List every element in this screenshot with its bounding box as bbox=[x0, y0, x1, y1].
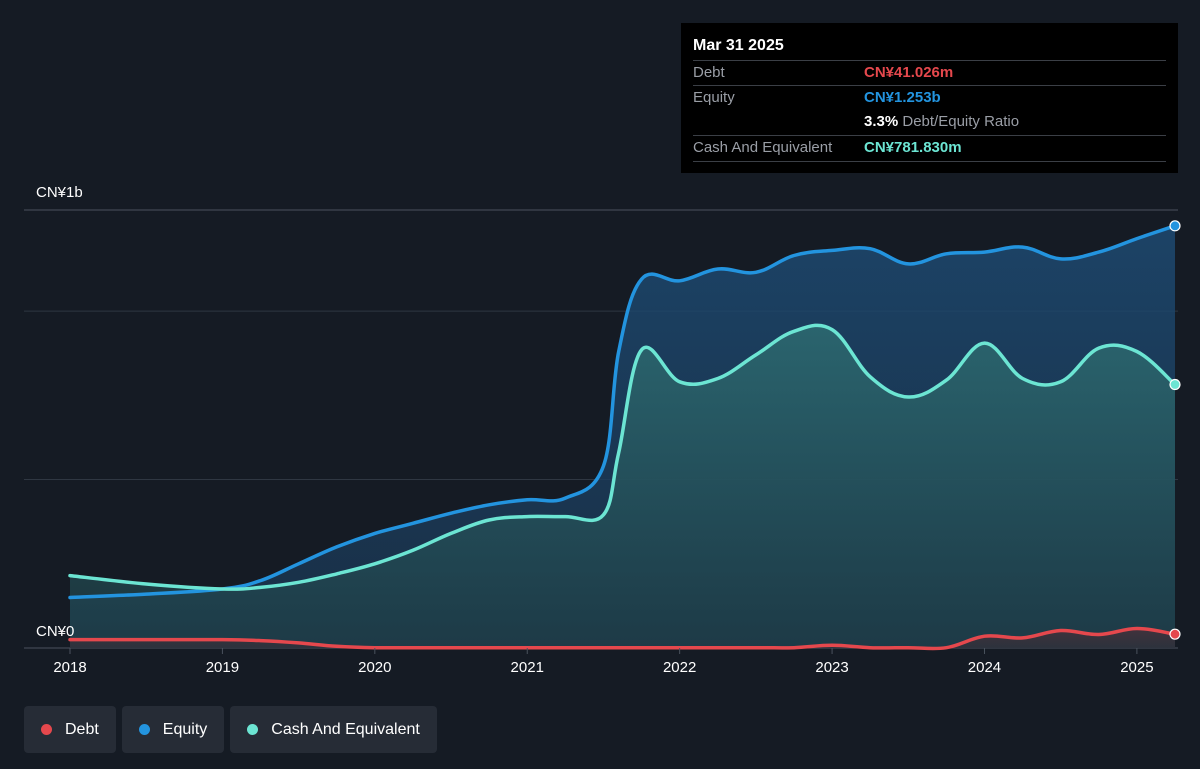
tooltip-debt-value: CN¥41.026m bbox=[864, 64, 954, 81]
x-tick-label: 2019 bbox=[206, 659, 239, 676]
line-debt bbox=[68, 626, 1177, 651]
tooltip-date: Mar 31 2025 bbox=[693, 37, 784, 54]
legend-item-cash[interactable]: Cash And Equivalent bbox=[230, 706, 437, 753]
tooltip-equity-label: Equity bbox=[693, 89, 735, 106]
legend-label-cash: Cash And Equivalent bbox=[271, 720, 420, 738]
point-equity bbox=[1169, 220, 1181, 232]
y-tick-label: CN¥0 bbox=[36, 623, 74, 640]
point-debt bbox=[1169, 628, 1181, 640]
tooltip-ratio: 3.3% Debt/Equity Ratio bbox=[864, 113, 1019, 130]
legend-dot-debt bbox=[41, 724, 52, 735]
x-tick-label: 2022 bbox=[663, 659, 696, 676]
legend-label-debt: Debt bbox=[65, 720, 99, 738]
legend-dot-cash bbox=[247, 724, 259, 735]
legend-label-equity: Equity bbox=[162, 720, 208, 738]
tooltip-cash-value: CN¥781.830m bbox=[864, 139, 962, 156]
tooltip-debt-label: Debt bbox=[693, 64, 725, 81]
series-end-markers bbox=[1169, 220, 1181, 640]
x-tick-label: 2020 bbox=[358, 659, 391, 676]
y-tick-label: CN¥1b bbox=[36, 184, 83, 201]
point-cash-and-equivalent bbox=[1169, 378, 1181, 391]
chart-legend: Debt Equity Cash And Equivalent bbox=[24, 706, 437, 753]
series-lines bbox=[68, 224, 1177, 651]
x-tick-label: 2024 bbox=[968, 659, 1001, 676]
tooltip-row-equity: Equity CN¥1.253b bbox=[693, 85, 1166, 111]
tooltip-row-ratio: 3.3% Debt/Equity Ratio bbox=[693, 110, 1166, 135]
x-tick-label: 2018 bbox=[53, 659, 86, 676]
debt-equity-chart: CN¥1b CN¥0 2018 2019 2020 2021 2022 2023 2024 202… bbox=[24, 184, 1181, 676]
legend-item-debt[interactable]: Debt bbox=[24, 706, 116, 753]
axes: CN¥1b CN¥0 2018 2019 2020 2021 2022 2023 2024 202… bbox=[36, 184, 1154, 676]
legend-item-equity[interactable]: Equity bbox=[121, 706, 225, 753]
x-tick-label: 2021 bbox=[511, 659, 544, 676]
area-cash-and-equivalent bbox=[70, 325, 1175, 648]
tooltip-ratio-label: Debt/Equity Ratio bbox=[902, 113, 1020, 130]
line-equity bbox=[68, 224, 1177, 600]
x-tick-label: 2023 bbox=[815, 659, 848, 676]
legend-dot-equity bbox=[138, 724, 150, 735]
tooltip-row-debt: Debt CN¥41.026m bbox=[693, 60, 1166, 86]
tooltip-equity-value: CN¥1.253b bbox=[864, 89, 941, 106]
data-tooltip: Mar 31 2025 Debt CN¥41.026m Equity CN¥1.… bbox=[681, 23, 1178, 173]
x-tick-label: 2025 bbox=[1120, 659, 1153, 676]
tooltip-ratio-percent: 3.3% bbox=[864, 113, 899, 130]
tooltip-row-cash: Cash And Equivalent CN¥781.830m bbox=[693, 135, 1166, 162]
tooltip-cash-label: Cash And Equivalent bbox=[693, 139, 833, 156]
line-cash-and-equivalent bbox=[68, 323, 1177, 591]
